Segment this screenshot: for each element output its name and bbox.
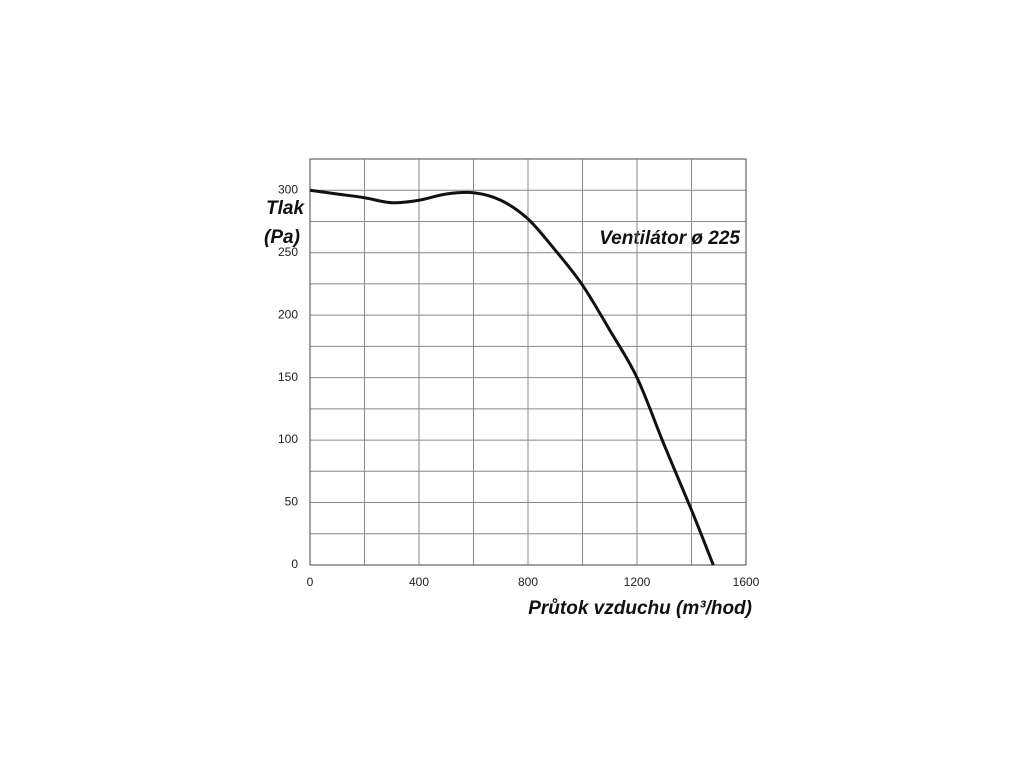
x-tick-label: 400 — [409, 575, 429, 589]
y-axis-label: Tlak — [266, 198, 305, 219]
x-tick-label: 800 — [518, 575, 538, 589]
y-tick-label: 250 — [278, 245, 298, 259]
annotation: Ventilátor ø 225 — [599, 228, 740, 249]
x-axis-label: Průtok vzduchu (m³/hod) — [528, 598, 752, 619]
y-tick-label: 50 — [285, 495, 299, 509]
x-tick-label: 0 — [307, 575, 314, 589]
data-line — [309, 188, 715, 566]
y-axis-label: (Pa) — [264, 227, 300, 248]
y-tick-label: 100 — [278, 432, 298, 446]
x-tick-label: 1600 — [733, 575, 760, 589]
y-tick-label: 150 — [278, 370, 298, 384]
x-tick-label: 1200 — [624, 575, 651, 589]
plot-frame — [309, 158, 747, 566]
y-tick-label: 200 — [278, 307, 298, 321]
y-tick-label: 0 — [291, 557, 298, 571]
y-tick-label: 300 — [278, 182, 298, 196]
